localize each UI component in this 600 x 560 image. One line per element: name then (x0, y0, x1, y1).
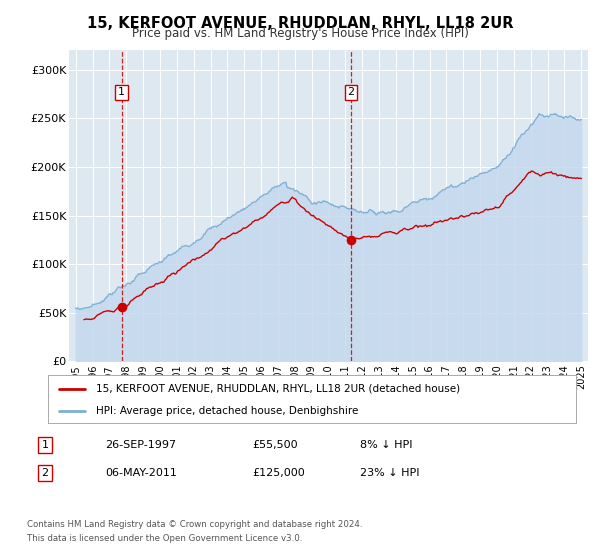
Text: 8% ↓ HPI: 8% ↓ HPI (360, 440, 413, 450)
Text: Price paid vs. HM Land Registry's House Price Index (HPI): Price paid vs. HM Land Registry's House … (131, 27, 469, 40)
Text: Contains HM Land Registry data © Crown copyright and database right 2024.: Contains HM Land Registry data © Crown c… (27, 520, 362, 529)
Text: 15, KERFOOT AVENUE, RHUDDLAN, RHYL, LL18 2UR: 15, KERFOOT AVENUE, RHUDDLAN, RHYL, LL18… (87, 16, 513, 31)
Text: 2: 2 (41, 468, 49, 478)
Text: 2: 2 (347, 87, 355, 97)
Text: 26-SEP-1997: 26-SEP-1997 (105, 440, 176, 450)
Text: £125,000: £125,000 (252, 468, 305, 478)
Text: HPI: Average price, detached house, Denbighshire: HPI: Average price, detached house, Denb… (95, 406, 358, 416)
Text: 1: 1 (118, 87, 125, 97)
Text: £55,500: £55,500 (252, 440, 298, 450)
Text: This data is licensed under the Open Government Licence v3.0.: This data is licensed under the Open Gov… (27, 534, 302, 543)
Text: 1: 1 (41, 440, 49, 450)
Text: 06-MAY-2011: 06-MAY-2011 (105, 468, 177, 478)
Text: 15, KERFOOT AVENUE, RHUDDLAN, RHYL, LL18 2UR (detached house): 15, KERFOOT AVENUE, RHUDDLAN, RHYL, LL18… (95, 384, 460, 394)
Text: 23% ↓ HPI: 23% ↓ HPI (360, 468, 419, 478)
